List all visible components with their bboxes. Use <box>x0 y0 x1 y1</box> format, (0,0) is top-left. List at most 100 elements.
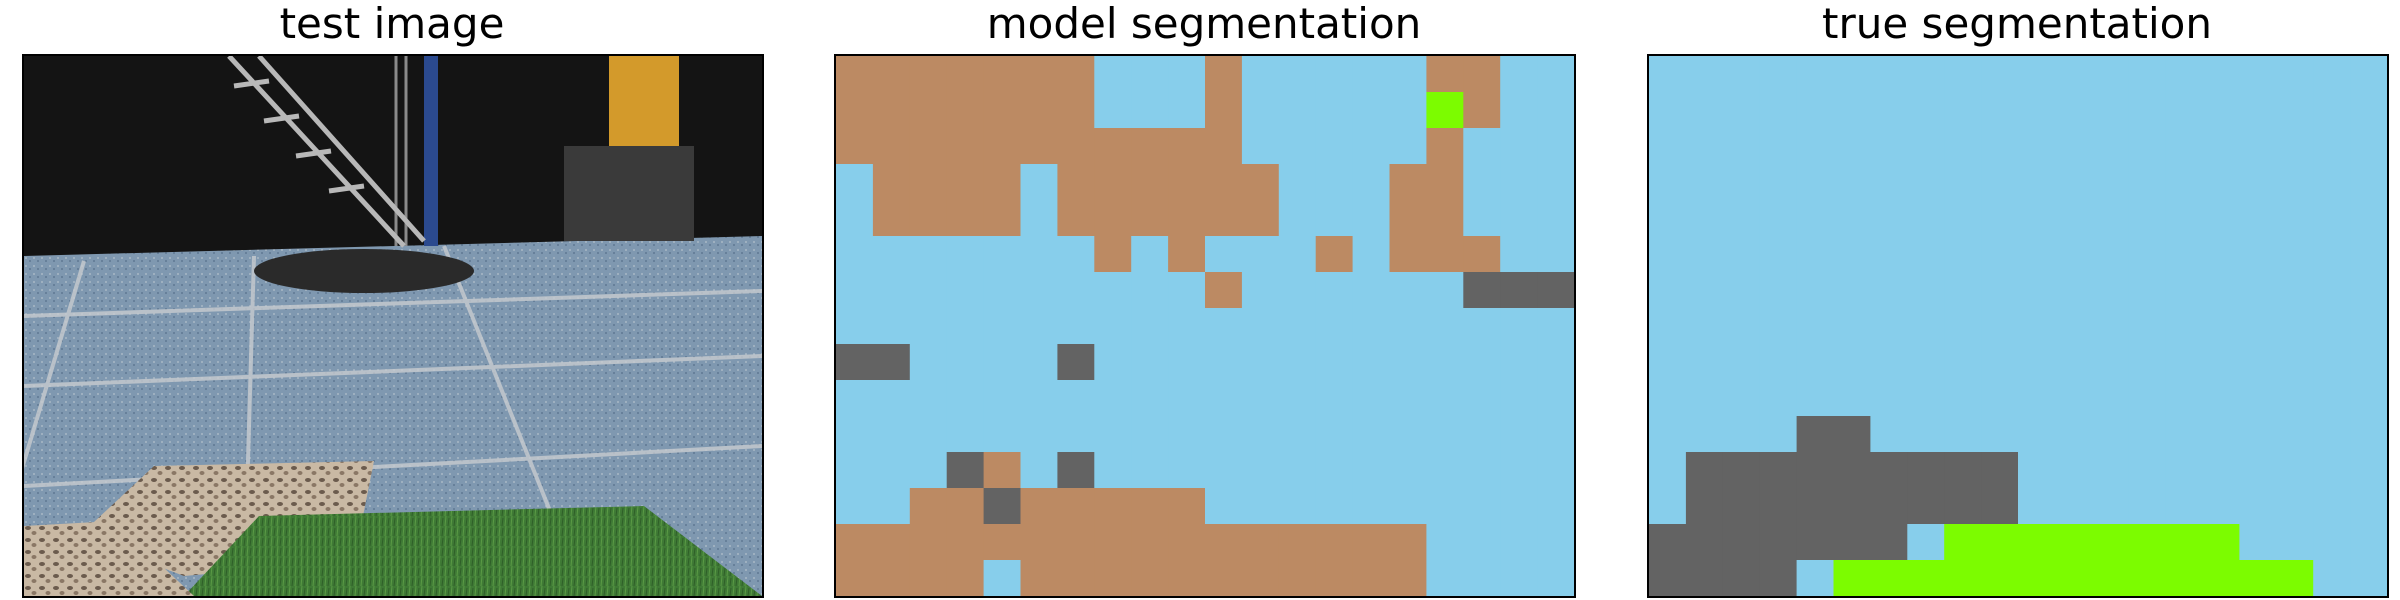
true-seg-cell-sky-class <box>2313 560 2351 596</box>
true-seg-cell-gray-class <box>1907 488 1945 525</box>
model-seg-cell-tan-class <box>836 560 874 596</box>
true-seg-cell-sky-class <box>2202 164 2240 201</box>
true-seg-cell-sky-class <box>2054 92 2093 129</box>
true-seg-cell-sky-class <box>1649 272 1687 309</box>
model-seg-cell-tan-class <box>1131 488 1169 525</box>
true-segmentation-map <box>1649 56 2387 596</box>
model-seg-cell-sky-class <box>1241 452 1280 489</box>
model-seg-cell-sky-class <box>836 308 874 345</box>
model-seg-cell-tan-class <box>1389 164 1427 201</box>
model-seg-cell-gray-class <box>872 344 911 381</box>
true-seg-cell-sky-class <box>2054 164 2093 201</box>
true-seg-cell-gray-class <box>1944 488 1982 525</box>
true-seg-cell-sky-class <box>2350 452 2387 489</box>
true-seg-cell-gray-class <box>1759 560 1798 596</box>
true-seg-cell-lime-class <box>1944 560 1982 596</box>
true-seg-cell-sky-class <box>1759 92 1798 129</box>
true-seg-cell-gray-class <box>1981 488 2019 525</box>
model-seg-cell-sky-class <box>983 236 1022 273</box>
true-seg-cell-sky-class <box>2091 128 2130 165</box>
true-seg-cell-sky-class <box>1870 200 1908 237</box>
model-seg-cell-sky-class <box>1352 416 1391 453</box>
model-seg-cell-sky-class <box>1500 128 1538 165</box>
true-seg-cell-sky-class <box>2018 200 2056 237</box>
true-seg-cell-sky-class <box>2239 416 2277 453</box>
model-seg-cell-sky-class <box>1500 308 1538 345</box>
model-seg-cell-gray-class <box>1057 344 1095 381</box>
model-seg-cell-sky-class <box>1426 560 1464 596</box>
true-seg-cell-sky-class <box>1722 308 1761 345</box>
model-seg-cell-sky-class <box>1389 308 1427 345</box>
model-seg-cell-sky-class <box>1094 56 1132 93</box>
true-seg-cell-sky-class <box>1833 272 1871 309</box>
true-seg-cell-sky-class <box>1833 380 1871 417</box>
model-seg-cell-tan-class <box>946 200 985 237</box>
true-seg-cell-lime-class <box>2018 524 2056 561</box>
true-seg-cell-sky-class <box>1759 380 1798 417</box>
model-seg-cell-sky-class <box>1463 344 1501 381</box>
model-seg-cell-sky-class <box>1131 92 1169 129</box>
model-seg-cell-tan-class <box>1094 524 1132 561</box>
true-seg-cell-gray-class <box>1907 452 1945 489</box>
true-seg-cell-sky-class <box>2202 416 2240 453</box>
true-seg-cell-sky-class <box>1649 164 1687 201</box>
model-seg-cell-sky-class <box>909 236 948 273</box>
model-seg-cell-tan-class <box>1241 524 1280 561</box>
true-seg-cell-gray-class <box>1796 524 1835 561</box>
model-seg-cell-sky-class <box>1463 200 1501 237</box>
true-seg-cell-lime-class <box>2202 560 2240 596</box>
true-seg-cell-sky-class <box>1796 380 1835 417</box>
model-seg-cell-sky-class <box>1094 416 1132 453</box>
true-seg-cell-sky-class <box>2165 344 2204 381</box>
true-seg-cell-sky-class <box>1685 272 1724 309</box>
model-seg-cell-sky-class <box>1500 452 1538 489</box>
true-seg-cell-sky-class <box>1981 92 2019 129</box>
true-seg-cell-lime-class <box>2091 560 2130 596</box>
model-seg-cell-tan-class <box>1057 488 1095 525</box>
true-seg-cell-sky-class <box>1685 344 1724 381</box>
model-seg-cell-sky-class <box>836 416 874 453</box>
true-seg-cell-sky-class <box>1981 416 2019 453</box>
model-seg-cell-sky-class <box>946 380 985 417</box>
model-seg-cell-gray-class <box>1500 272 1538 309</box>
model-seg-cell-sky-class <box>872 452 911 489</box>
model-seg-cell-tan-class <box>1094 164 1132 201</box>
model-seg-cell-sky-class <box>1020 380 1058 417</box>
model-seg-cell-sky-class <box>1094 272 1132 309</box>
true-seg-cell-sky-class <box>1722 416 1761 453</box>
true-seg-cell-sky-class <box>1944 344 1982 381</box>
true-seg-cell-sky-class <box>1649 488 1687 525</box>
model-seg-cell-sky-class <box>1168 56 1206 93</box>
true-seg-cell-sky-class <box>2091 200 2130 237</box>
model-seg-cell-sky-class <box>1352 164 1391 201</box>
true-seg-cell-sky-class <box>1833 128 1871 165</box>
true-seg-cell-sky-class <box>1722 128 1761 165</box>
true-seg-cell-sky-class <box>1833 308 1871 345</box>
model-seg-cell-sky-class <box>983 560 1022 596</box>
true-seg-cell-gray-class <box>1722 452 1761 489</box>
true-seg-cell-sky-class <box>1907 236 1945 273</box>
model-seg-cell-sky-class <box>1352 128 1391 165</box>
model-seg-cell-tan-class <box>1241 200 1280 237</box>
true-seg-cell-sky-class <box>2276 488 2314 525</box>
model-seg-cell-sky-class <box>1278 308 1317 345</box>
true-seg-cell-sky-class <box>2350 56 2387 93</box>
model-seg-cell-sky-class <box>1020 200 1058 237</box>
model-seg-cell-tan-class <box>1205 200 1243 237</box>
true-seg-cell-sky-class <box>1796 164 1835 201</box>
true-seg-cell-sky-class <box>1796 236 1835 273</box>
true-seg-cell-sky-class <box>2202 56 2240 93</box>
model-seg-cell-sky-class <box>1315 452 1354 489</box>
model-seg-cell-tan-class <box>1168 236 1206 273</box>
true-seg-cell-sky-class <box>1685 200 1724 237</box>
true-seg-cell-sky-class <box>1870 380 1908 417</box>
model-seg-cell-tan-class <box>1057 524 1095 561</box>
model-seg-cell-sky-class <box>1500 92 1538 129</box>
true-seg-cell-sky-class <box>2091 416 2130 453</box>
model-seg-cell-tan-class <box>1278 560 1317 596</box>
true-seg-cell-lime-class <box>1944 524 1982 561</box>
true-seg-cell-sky-class <box>2091 380 2130 417</box>
true-seg-cell-sky-class <box>2313 200 2351 237</box>
true-seg-cell-gray-class <box>1833 452 1871 489</box>
model-seg-cell-sky-class <box>1352 272 1391 309</box>
